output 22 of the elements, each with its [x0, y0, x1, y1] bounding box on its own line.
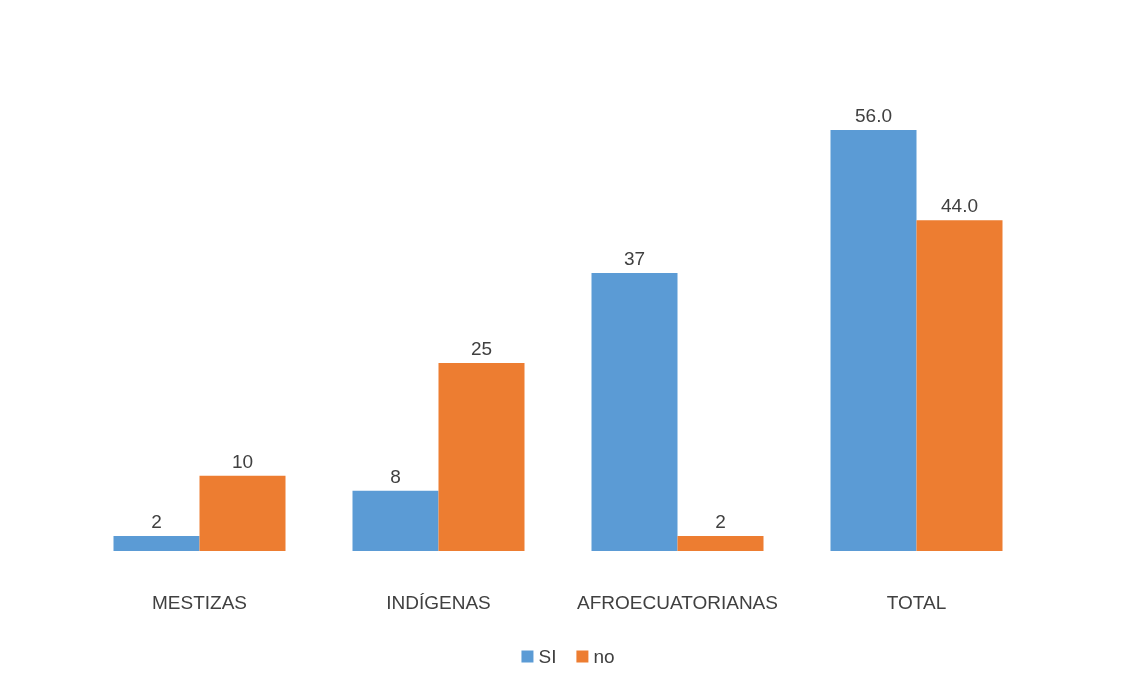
data-label: 56.0	[855, 105, 892, 127]
x-tick-label: INDÍGENAS	[386, 592, 491, 613]
x-tick-label: TOTAL	[886, 592, 947, 613]
bar	[352, 490, 439, 551]
data-label: 44.0	[941, 195, 978, 217]
data-label: 8	[390, 465, 401, 487]
bar	[438, 363, 525, 551]
bar	[591, 272, 678, 551]
x-tick-label: AFROECUATORIANAS	[577, 592, 778, 613]
bar	[830, 130, 917, 551]
x-tick-label: MESTIZAS	[151, 592, 248, 613]
data-label: 10	[231, 450, 254, 472]
bar	[677, 535, 764, 551]
bar	[916, 220, 1003, 551]
data-label: 2	[151, 510, 162, 532]
bar	[113, 535, 200, 551]
bar	[199, 475, 286, 551]
legend-label: no	[593, 646, 615, 667]
data-label: 25	[470, 338, 493, 360]
legend-label: SI	[538, 646, 557, 667]
data-label: 2	[715, 510, 726, 532]
data-label: 37	[623, 247, 646, 269]
